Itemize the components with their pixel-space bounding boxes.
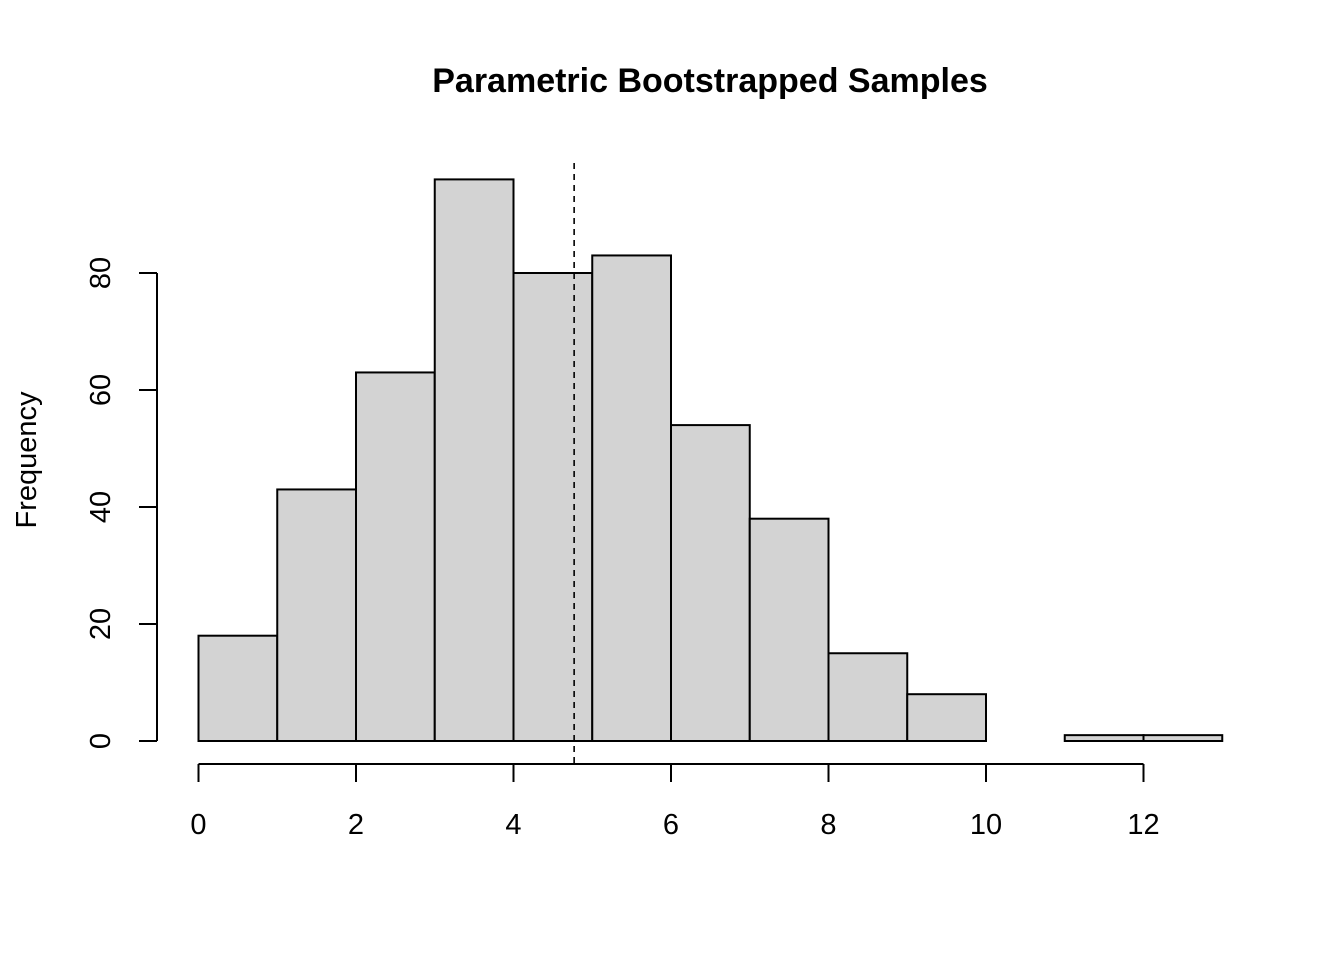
histogram-bar xyxy=(433,178,515,742)
x-tick-label: 0 xyxy=(190,809,206,841)
y-tick-label: 60 xyxy=(85,374,117,406)
histogram-bar xyxy=(276,488,357,743)
y-axis-label: Frequency xyxy=(11,391,43,529)
x-tick-label: 4 xyxy=(505,809,521,841)
bars-group xyxy=(197,178,1224,743)
x-tick-label: 12 xyxy=(1127,809,1159,841)
x-axis: 0 2 4 6 8 10 12 xyxy=(190,763,1160,841)
y-axis: 0 20 40 60 80 xyxy=(85,257,158,749)
histogram-bar xyxy=(670,424,751,742)
histogram-bar xyxy=(748,517,830,743)
x-tick-label: 8 xyxy=(820,809,836,841)
histogram-bar xyxy=(827,652,909,742)
y-tick-label: 20 xyxy=(85,608,117,640)
chart-title: Parametric Bootstrapped Samples xyxy=(432,62,988,100)
histogram-bar xyxy=(1063,734,1145,743)
x-tick-label: 2 xyxy=(348,809,364,841)
x-tick-label: 10 xyxy=(970,809,1002,841)
y-tick-label: 80 xyxy=(85,257,117,289)
x-tick-label: 6 xyxy=(663,809,679,841)
histogram-bar xyxy=(591,254,672,742)
histogram-bar xyxy=(512,272,594,742)
y-tick-label: 40 xyxy=(85,491,117,523)
y-tick-label: 0 xyxy=(85,733,117,749)
histogram-bar xyxy=(355,371,436,742)
histogram-bar xyxy=(197,634,279,743)
histogram-bar xyxy=(906,693,987,743)
histogram-bar xyxy=(1142,734,1224,743)
